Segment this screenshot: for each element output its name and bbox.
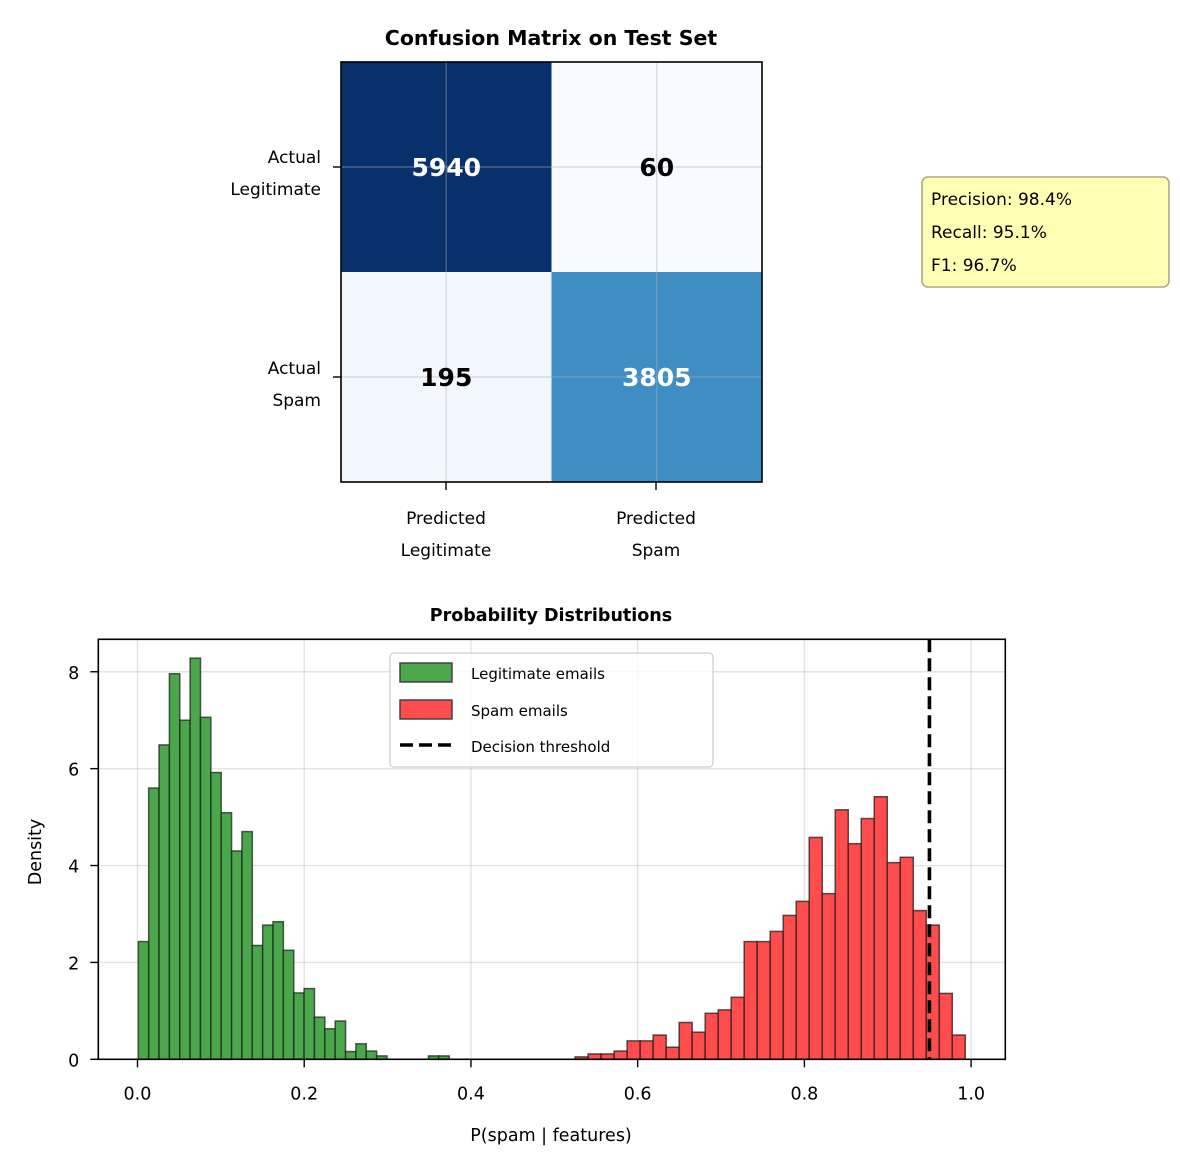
legitimate-bar: [292, 992, 305, 1061]
spam-bar: [769, 930, 784, 1061]
x-tick-label: 0.6: [624, 1084, 652, 1104]
spam-bar: [873, 795, 889, 1061]
legitimate-bar: [251, 944, 264, 1061]
spam-bar: [626, 1040, 641, 1061]
histogram-chart: Probability Distributions 0.0 0.2 0.4 0.6 0.…: [26, 606, 1007, 1146]
x-axis-label: P(spam | features): [470, 1126, 632, 1146]
x-tick-label: 1.0: [957, 1084, 985, 1104]
confusion-matrix-frame: [340, 61, 763, 483]
legitimate-bar: [137, 940, 150, 1061]
legitimate-bar: [230, 850, 243, 1061]
col-label-spam-line2: Spam: [632, 541, 681, 561]
spam-bars: [574, 795, 967, 1061]
legitimate-bar: [365, 1050, 378, 1061]
confusion-matrix: Confusion Matrix on Test Set 5940 60 195 38…: [230, 26, 763, 561]
spam-bar: [730, 996, 745, 1061]
spam-bar: [652, 1034, 667, 1061]
spam-bar: [834, 809, 849, 1061]
y-tick-label: 0: [68, 1051, 79, 1071]
f1-text: F1: 96.7%: [931, 256, 1017, 276]
spam-bar: [665, 1046, 680, 1061]
spam-bar: [678, 1021, 693, 1061]
y-tick-label: 4: [68, 858, 79, 878]
spam-bar: [743, 940, 758, 1061]
spam-bar: [795, 900, 810, 1061]
spam-bar: [951, 1034, 967, 1061]
matrix-value-r0-c0: 5940: [411, 153, 481, 182]
x-tick-label: 0.8: [790, 1084, 818, 1104]
spam-bar: [717, 1009, 732, 1061]
spam-bar: [912, 909, 928, 1061]
precision-text: Precision: 98.4%: [931, 190, 1072, 210]
y-tick-label: 8: [68, 664, 79, 684]
histogram-frame: [97, 638, 1007, 1061]
histogram-title: Probability Distributions: [430, 606, 672, 626]
legitimate-bar: [303, 987, 316, 1061]
spam-bar: [639, 1040, 654, 1061]
legitimate-bar: [334, 1020, 347, 1061]
spam-bar: [860, 817, 876, 1061]
legitimate-bar: [147, 787, 160, 1061]
legitimate-bar: [241, 830, 254, 1061]
spam-bar: [821, 892, 836, 1061]
row-label-legitimate-line1: Actual: [268, 148, 321, 168]
legend-label-spam: Spam emails: [471, 702, 568, 720]
matrix-value-r1-c0: 195: [420, 363, 472, 392]
legend-label-legitimate: Legitimate emails: [471, 665, 605, 683]
legitimate-bar: [344, 1050, 357, 1061]
legitimate-bar: [189, 657, 202, 1061]
matrix-cell-r0-c0: [341, 62, 552, 272]
legitimate-bar: [324, 1028, 336, 1061]
y-tick-label: 2: [68, 954, 79, 974]
spam-bar: [938, 992, 954, 1061]
legend: Legitimate emails Spam emails Decision t…: [389, 652, 714, 768]
legitimate-bar: [158, 744, 171, 1061]
x-tick-label: 0.4: [457, 1084, 485, 1104]
legitimate-bar: [168, 672, 181, 1061]
row-label-spam-line1: Actual: [268, 359, 321, 379]
spam-bar: [782, 914, 797, 1061]
spam-bar: [886, 861, 902, 1061]
matrix-value-r0-c1: 60: [639, 153, 674, 182]
matrix-cell-r1-c1: [551, 272, 762, 482]
metrics-annotation: Precision: 98.4% Recall: 95.1% F1: 96.7%: [921, 176, 1170, 288]
legitimate-bar: [199, 716, 212, 1061]
spam-bar: [691, 1031, 706, 1061]
row-label-spam-line2: Spam: [272, 391, 321, 411]
spam-bar: [613, 1050, 628, 1061]
x-tick-label: 0.2: [290, 1084, 318, 1104]
x-tick-label: 0.0: [124, 1084, 152, 1104]
legitimate-bar: [210, 771, 222, 1061]
legend-swatch-legitimate: [399, 662, 453, 683]
legitimate-bar: [261, 924, 274, 1061]
legitimate-bar: [355, 1043, 368, 1061]
row-label-legitimate-line2: Legitimate: [230, 180, 321, 200]
spam-bar: [756, 940, 771, 1061]
legitimate-bar: [220, 811, 233, 1061]
col-label-spam-line1: Predicted: [616, 509, 696, 529]
legitimate-bar: [313, 1016, 326, 1061]
spam-bar: [899, 856, 915, 1061]
legitimate-bar: [272, 920, 285, 1061]
recall-text: Recall: 95.1%: [931, 223, 1047, 243]
metrics-box: [921, 176, 1170, 288]
legitimate-bar: [179, 719, 191, 1061]
legend-label-threshold: Decision threshold: [471, 738, 610, 756]
legend-box: [389, 652, 714, 768]
y-tick-label: 6: [68, 761, 79, 781]
matrix-cell-r1-c0: [341, 272, 552, 482]
legend-swatch-spam: [399, 699, 453, 720]
col-label-legitimate-line1: Predicted: [406, 509, 486, 529]
matrix-cell-r0-c1: [551, 62, 762, 272]
legitimate-bar: [282, 949, 295, 1061]
col-label-legitimate-line2: Legitimate: [401, 541, 492, 561]
confusion-matrix-title: Confusion Matrix on Test Set: [385, 26, 718, 50]
y-axis-label: Density: [26, 819, 46, 886]
matrix-value-r1-c1: 3805: [622, 363, 692, 392]
spam-bar: [847, 842, 862, 1061]
spam-bar: [808, 836, 823, 1061]
spam-bar: [704, 1012, 719, 1061]
